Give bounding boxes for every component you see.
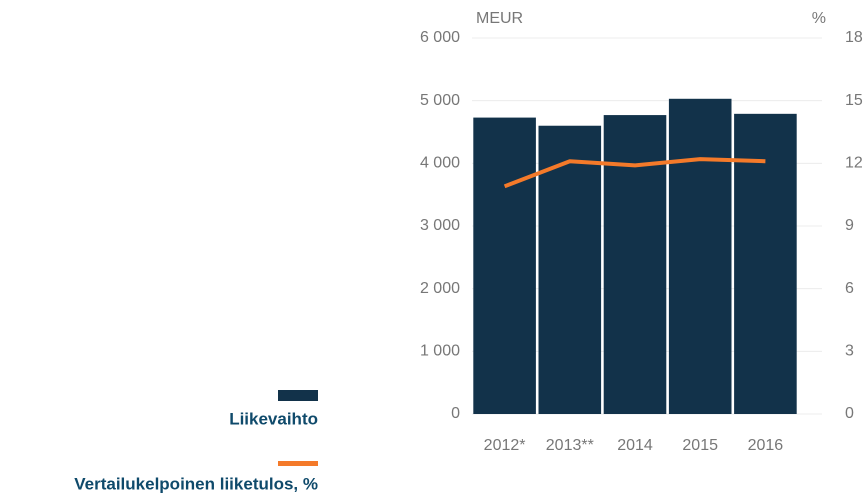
y-tick-label: 2 000 [420,280,460,297]
y2-tick-label: 12 [845,155,863,172]
legend-swatch [278,390,318,401]
y2-tick-label: 6 [845,280,854,297]
legend-label: Liikevaihto [229,409,318,428]
y-tick-label: 5 000 [420,92,460,109]
y-tick-label: 3 000 [420,217,460,234]
bar [734,113,797,415]
y-tick-label: 6 000 [420,29,460,46]
bar [668,98,732,414]
bar [538,125,602,414]
y2-tick-label: 9 [845,217,854,234]
line [503,157,766,189]
y-tick-label: 1 000 [420,343,460,360]
x-tick-label: 2015 [682,437,718,454]
y-tick-label: 0 [451,405,460,422]
x-tick-label: 2016 [748,437,784,454]
x-tick-label: 2014 [617,437,653,454]
y-axis-label: MEUR [476,10,523,27]
y2-axis-label: % [812,10,826,27]
x-tick-label: 2012* [484,437,526,454]
y2-tick-label: 3 [845,343,854,360]
legend-swatch [278,461,318,466]
y2-tick-label: 18 [845,29,863,46]
x-tick-label: 2013** [546,437,594,454]
y-tick-label: 4 000 [420,155,460,172]
y2-tick-label: 15 [845,92,863,109]
legend-label: Vertailukelpoinen liiketulos, % [74,474,318,493]
bar [473,117,536,414]
bar [603,115,667,414]
y2-tick-label: 0 [845,405,854,422]
